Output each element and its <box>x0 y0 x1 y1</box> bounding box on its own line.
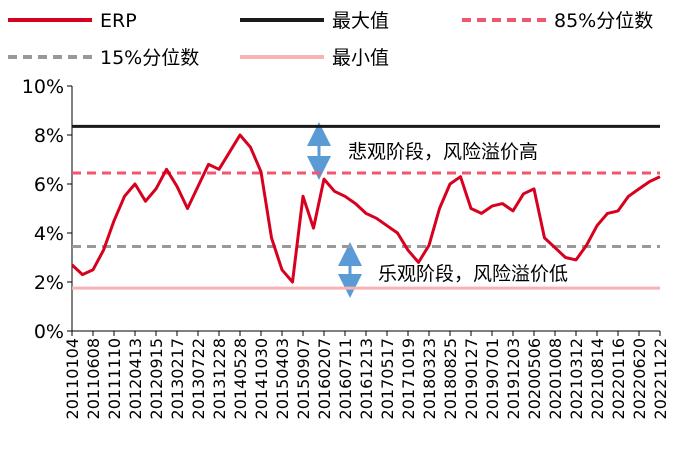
y-tick-label: 10% <box>22 76 64 98</box>
x-tick-label: 20221122 <box>651 338 670 419</box>
x-tick-label: 20200506 <box>525 338 544 419</box>
x-tick-label: 20210814 <box>588 338 607 419</box>
y-tick-label: 2% <box>34 272 64 294</box>
annotation: 悲观阶段，风险溢价高 <box>348 141 538 163</box>
legend-label: 15%分位数 <box>100 47 199 69</box>
x-tick-label: 20131228 <box>210 338 229 419</box>
legend-label: 最大值 <box>332 10 389 32</box>
x-tick-label: 20111110 <box>105 338 124 419</box>
x-tick-label: 20220116 <box>609 338 628 419</box>
x-tick-label: 20120915 <box>147 338 166 419</box>
legend-label: ERP <box>100 10 137 32</box>
x-tick-label: 20210312 <box>567 338 586 419</box>
x-tick-label: 20150907 <box>294 338 313 419</box>
x-tick-label: 20180323 <box>420 338 439 419</box>
x-tick-label: 20110608 <box>84 338 103 419</box>
x-tick-label: 20160207 <box>315 338 334 419</box>
x-tick-label: 20160711 <box>336 338 355 419</box>
x-tick-label: 20110104 <box>63 338 82 419</box>
x-tick-label: 20180825 <box>441 338 460 419</box>
x-tick-label: 20220620 <box>630 338 649 419</box>
x-tick-label: 20201008 <box>546 338 565 419</box>
line-series <box>70 133 661 284</box>
y-tick-label: 8% <box>34 125 64 147</box>
x-tick-label: 20190701 <box>483 338 502 419</box>
y-tick-label: 4% <box>34 223 64 245</box>
x-tick-label: 20130722 <box>189 338 208 419</box>
x-tick-label: 20150403 <box>273 338 292 419</box>
x-tick-label: 20161213 <box>357 338 376 419</box>
x-tick-label: 20191203 <box>504 338 523 419</box>
x-tick-label: 20120413 <box>126 338 145 419</box>
legend-label: 85%分位数 <box>554 10 653 32</box>
x-tick-label: 20141030 <box>252 338 271 419</box>
annotation: 乐观阶段，风险溢价低 <box>378 263 568 285</box>
x-tick-label: 20170517 <box>378 338 397 419</box>
x-tick-label: 20190127 <box>462 338 481 419</box>
x-tick-label: 20171019 <box>399 338 418 419</box>
legend-label: 最小值 <box>332 47 389 69</box>
x-tick-label: 20140528 <box>231 338 250 419</box>
x-tick-label: 20130217 <box>168 338 187 419</box>
y-tick-label: 0% <box>34 321 64 343</box>
y-tick-label: 6% <box>34 174 64 196</box>
